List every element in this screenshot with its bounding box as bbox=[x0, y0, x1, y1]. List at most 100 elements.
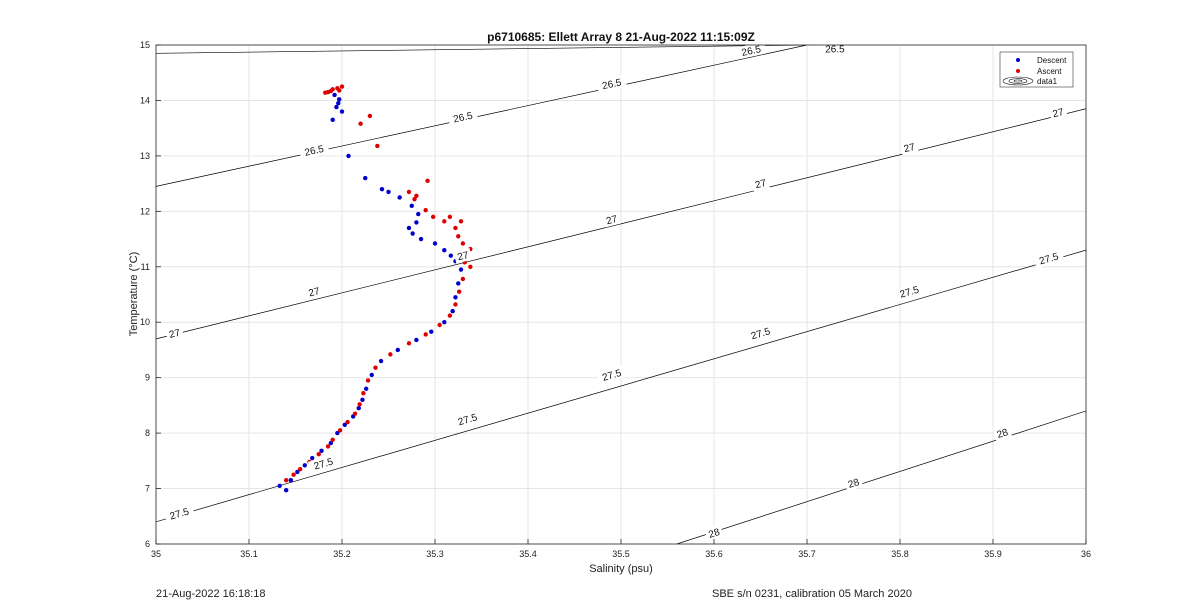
descent-point bbox=[406, 225, 412, 231]
y-tick-label: 13 bbox=[140, 151, 150, 161]
descent-point bbox=[288, 478, 294, 483]
y-tick-label: 10 bbox=[140, 317, 150, 327]
x-tick-label: 35.9 bbox=[984, 549, 1002, 559]
descent-point bbox=[414, 337, 419, 343]
contour-label-bg bbox=[820, 42, 850, 56]
ascent-point bbox=[357, 402, 362, 407]
legend-box bbox=[999, 51, 1074, 88]
contour-label: 27 bbox=[605, 214, 619, 227]
contour-label: 26.5 bbox=[741, 44, 763, 59]
contour-label: 27.5 bbox=[1038, 251, 1060, 267]
x-tick-label: 35 bbox=[151, 549, 161, 559]
ascent-point bbox=[447, 313, 453, 318]
descent-point bbox=[448, 253, 454, 258]
contour-label: 27.5 bbox=[169, 506, 191, 522]
legend-ascent-label: Ascent bbox=[1037, 67, 1062, 76]
contour-label: 27 bbox=[1052, 107, 1066, 120]
descent-point bbox=[284, 488, 289, 493]
x-tick-label: 35.4 bbox=[519, 549, 537, 559]
x-tick-label: 35.1 bbox=[240, 549, 258, 559]
legend-ascent-marker bbox=[1016, 69, 1020, 73]
descent-point bbox=[336, 101, 341, 106]
descent-point bbox=[453, 295, 458, 300]
contour-label-bg bbox=[1033, 248, 1065, 269]
descent-point bbox=[328, 440, 334, 446]
contour-label-bg bbox=[596, 74, 628, 93]
footer-timestamp: 21-Aug-2022 16:18:18 bbox=[156, 588, 266, 600]
descent-point bbox=[277, 483, 282, 488]
grid-lines bbox=[155, 44, 1087, 545]
x-tick-label: 35.2 bbox=[333, 549, 351, 559]
descent-point bbox=[442, 247, 447, 253]
contour-label-bg bbox=[307, 453, 339, 474]
descent-point bbox=[369, 372, 374, 378]
y-tick-label: 11 bbox=[141, 262, 150, 272]
x-tick-label: 35.7 bbox=[798, 549, 816, 559]
descent-point bbox=[442, 320, 447, 325]
contour-label-bg bbox=[453, 247, 473, 264]
descent-point bbox=[418, 236, 424, 242]
contour-label: 27 bbox=[754, 178, 768, 191]
ascent-point bbox=[388, 352, 393, 357]
descent-point bbox=[360, 397, 365, 403]
ascent-point bbox=[406, 341, 412, 346]
ascent-point bbox=[365, 378, 371, 383]
contour-label-bg bbox=[447, 108, 479, 126]
y-tick-label: 7 bbox=[145, 484, 150, 494]
descent-point bbox=[339, 109, 345, 114]
y-tick-label: 9 bbox=[145, 373, 150, 383]
ascent-point bbox=[458, 219, 464, 224]
contour-label-bg bbox=[602, 211, 622, 228]
contour-line-27 bbox=[156, 108, 1086, 340]
descent-point bbox=[335, 430, 340, 436]
descent-point bbox=[330, 117, 335, 123]
contour-label-bg bbox=[1048, 104, 1068, 121]
descent-point bbox=[346, 153, 351, 159]
legend-descent-label: Descent bbox=[1037, 56, 1067, 65]
ascent-point bbox=[316, 451, 321, 457]
ascent-point bbox=[375, 143, 380, 149]
descent-point bbox=[337, 97, 342, 102]
contour-line-26.5 bbox=[156, 45, 808, 54]
ascent-point bbox=[328, 88, 334, 94]
ascent-point bbox=[442, 219, 447, 224]
descent-point bbox=[342, 422, 347, 427]
ascent-point bbox=[352, 411, 358, 416]
contour-line-27.5 bbox=[156, 249, 1086, 523]
contour-label: 26.5 bbox=[452, 111, 474, 126]
contour-label: 26.5 bbox=[825, 44, 845, 55]
contour-label-bg bbox=[899, 139, 919, 156]
ascent-point bbox=[406, 189, 412, 195]
ascent-point bbox=[460, 241, 466, 246]
descent-point bbox=[458, 267, 464, 272]
y-axis-ticks: 6 7 8 9 10 11 12 13 14 15 bbox=[140, 40, 161, 549]
legend-data1-label: data1 bbox=[1037, 77, 1058, 86]
ascent-point bbox=[456, 289, 462, 294]
contour-label-bg bbox=[298, 141, 330, 160]
descent-point bbox=[363, 175, 368, 181]
contour-label-bg bbox=[744, 323, 777, 344]
contour-label-bg bbox=[304, 283, 324, 300]
x-axis-label: Salinity (psu) bbox=[589, 563, 653, 575]
contour-label: 27.5 bbox=[601, 368, 623, 384]
ascent-point bbox=[453, 225, 458, 231]
legend-descent-marker bbox=[1016, 58, 1020, 62]
contour-label: 27.5 bbox=[313, 456, 335, 472]
descent-point bbox=[319, 448, 324, 454]
ascent-point bbox=[423, 208, 428, 213]
descent-series bbox=[277, 92, 464, 493]
ascent-point bbox=[456, 234, 461, 239]
descent-point bbox=[432, 241, 438, 246]
descent-point bbox=[429, 329, 434, 334]
x-tick-label: 35.5 bbox=[612, 549, 630, 559]
ascent-point bbox=[297, 466, 303, 472]
y-tick-label: 14 bbox=[140, 95, 150, 105]
ascent-point bbox=[325, 444, 331, 449]
x-tick-label: 35.6 bbox=[705, 549, 723, 559]
y-tick-label: 6 bbox=[145, 539, 150, 549]
ascent-point bbox=[437, 322, 442, 328]
contour-label: 27 bbox=[308, 286, 322, 299]
descent-point bbox=[395, 347, 400, 353]
contour-line-28 bbox=[676, 410, 1086, 544]
footer-calibration: SBE s/n 0231, calibration 05 March 2020 bbox=[712, 588, 912, 600]
